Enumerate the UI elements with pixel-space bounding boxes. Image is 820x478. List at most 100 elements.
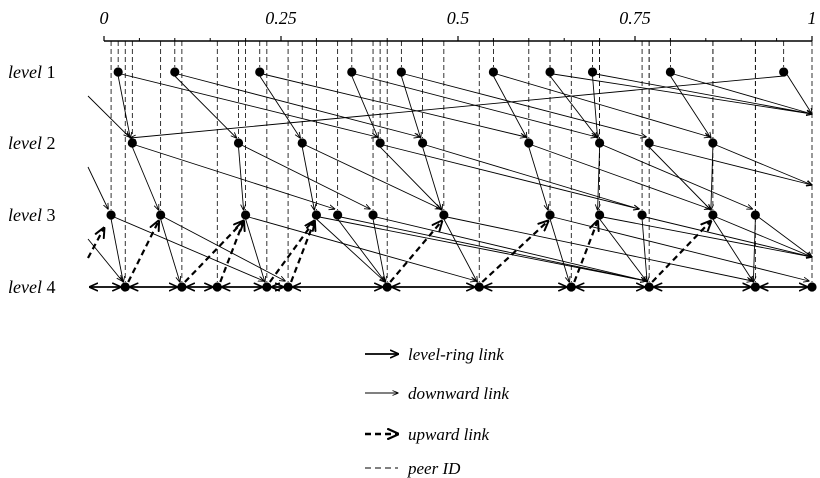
down-link	[305, 144, 441, 209]
peer-node	[644, 282, 654, 292]
down-link	[715, 144, 812, 185]
level-number: 2	[42, 133, 56, 153]
axis-tick-label: 0.75	[619, 8, 651, 28]
down-link	[715, 216, 812, 257]
links	[87, 73, 812, 287]
down-link	[644, 216, 812, 257]
down-link	[673, 73, 812, 114]
peer-node	[587, 67, 598, 77]
down-link	[602, 216, 812, 257]
down-link	[340, 216, 647, 281]
down-link	[786, 73, 812, 114]
down-link	[670, 75, 710, 138]
level-word: level	[8, 62, 42, 82]
peer-node	[807, 282, 817, 292]
peer-node	[297, 138, 307, 148]
level-label-1: level 1	[8, 62, 55, 82]
peer-node	[106, 210, 116, 220]
down-link	[549, 218, 569, 282]
down-link	[531, 144, 710, 209]
down-link	[351, 75, 378, 138]
down-link	[301, 146, 314, 210]
down-link	[712, 218, 753, 282]
down-link	[248, 216, 477, 281]
axis-tick-label: 0.5	[447, 8, 470, 28]
up-link	[268, 221, 315, 283]
down-link	[121, 73, 377, 137]
axis-tick-label: 1	[808, 8, 817, 28]
down-link	[711, 146, 713, 210]
peer-node	[255, 67, 265, 77]
peer-node	[474, 282, 484, 292]
down-link	[131, 146, 158, 210]
peer-node	[233, 138, 244, 148]
axis-tick-label: 0	[100, 8, 109, 28]
level-word: level	[8, 205, 42, 225]
up-link	[389, 221, 442, 283]
level-word: level	[8, 277, 42, 297]
down-link	[174, 75, 237, 138]
down-link	[496, 73, 709, 137]
peer-node	[283, 282, 293, 292]
down-link	[528, 146, 548, 210]
down-link	[316, 218, 385, 282]
down-link	[113, 216, 264, 281]
peer-node	[595, 210, 605, 220]
up-link	[219, 221, 243, 283]
peer-node	[333, 210, 343, 220]
level-number: 3	[42, 205, 56, 225]
peer-nodes	[106, 67, 817, 292]
down-link	[400, 75, 420, 138]
down-link	[241, 144, 371, 209]
up-link	[290, 221, 314, 283]
down-link	[549, 75, 598, 138]
peer-node	[113, 67, 123, 77]
down-link	[652, 144, 812, 185]
peer-node	[566, 282, 576, 292]
level-label-2: level 2	[8, 133, 55, 153]
up-link	[127, 221, 158, 283]
up-link	[481, 221, 548, 283]
id-space-axis: 0 0.25 0.5 0.75 1	[100, 8, 817, 42]
peer-node	[156, 210, 166, 220]
level-word: level	[8, 133, 42, 153]
down-link	[337, 218, 386, 282]
axis-tick-label: 0.25	[265, 8, 297, 28]
down-link	[595, 73, 812, 114]
down-link	[383, 144, 639, 209]
down-link	[493, 75, 526, 138]
peer-node	[488, 67, 498, 77]
peer-node	[127, 138, 137, 148]
down-link	[160, 218, 180, 282]
down-link	[592, 75, 598, 138]
down-link	[758, 216, 812, 257]
down-link	[753, 218, 755, 282]
peer-node	[644, 138, 654, 148]
down-link	[259, 75, 300, 138]
peer-node	[750, 210, 760, 220]
down-link	[177, 73, 420, 137]
down-link	[87, 95, 129, 137]
down-link	[648, 146, 711, 210]
legend: level-ring link downward link upward link p…	[365, 345, 509, 478]
peer-node	[375, 138, 385, 148]
down-link	[375, 216, 646, 281]
peer-node	[311, 210, 321, 220]
down-link	[87, 238, 122, 281]
peer-node	[418, 138, 428, 148]
peer-node	[708, 138, 718, 148]
down-link	[135, 144, 334, 209]
peer-node	[545, 210, 555, 220]
legend-label-down: downward link	[408, 384, 509, 403]
peer-node	[212, 282, 222, 292]
peer-id-lines	[110, 41, 813, 282]
down-link	[422, 146, 442, 210]
up-link	[184, 221, 244, 283]
peer-node	[524, 138, 534, 148]
peer-node	[779, 67, 789, 77]
level-number: 4	[42, 277, 56, 297]
down-link	[319, 216, 646, 281]
peer-node	[750, 282, 760, 292]
peer-node	[382, 282, 392, 292]
